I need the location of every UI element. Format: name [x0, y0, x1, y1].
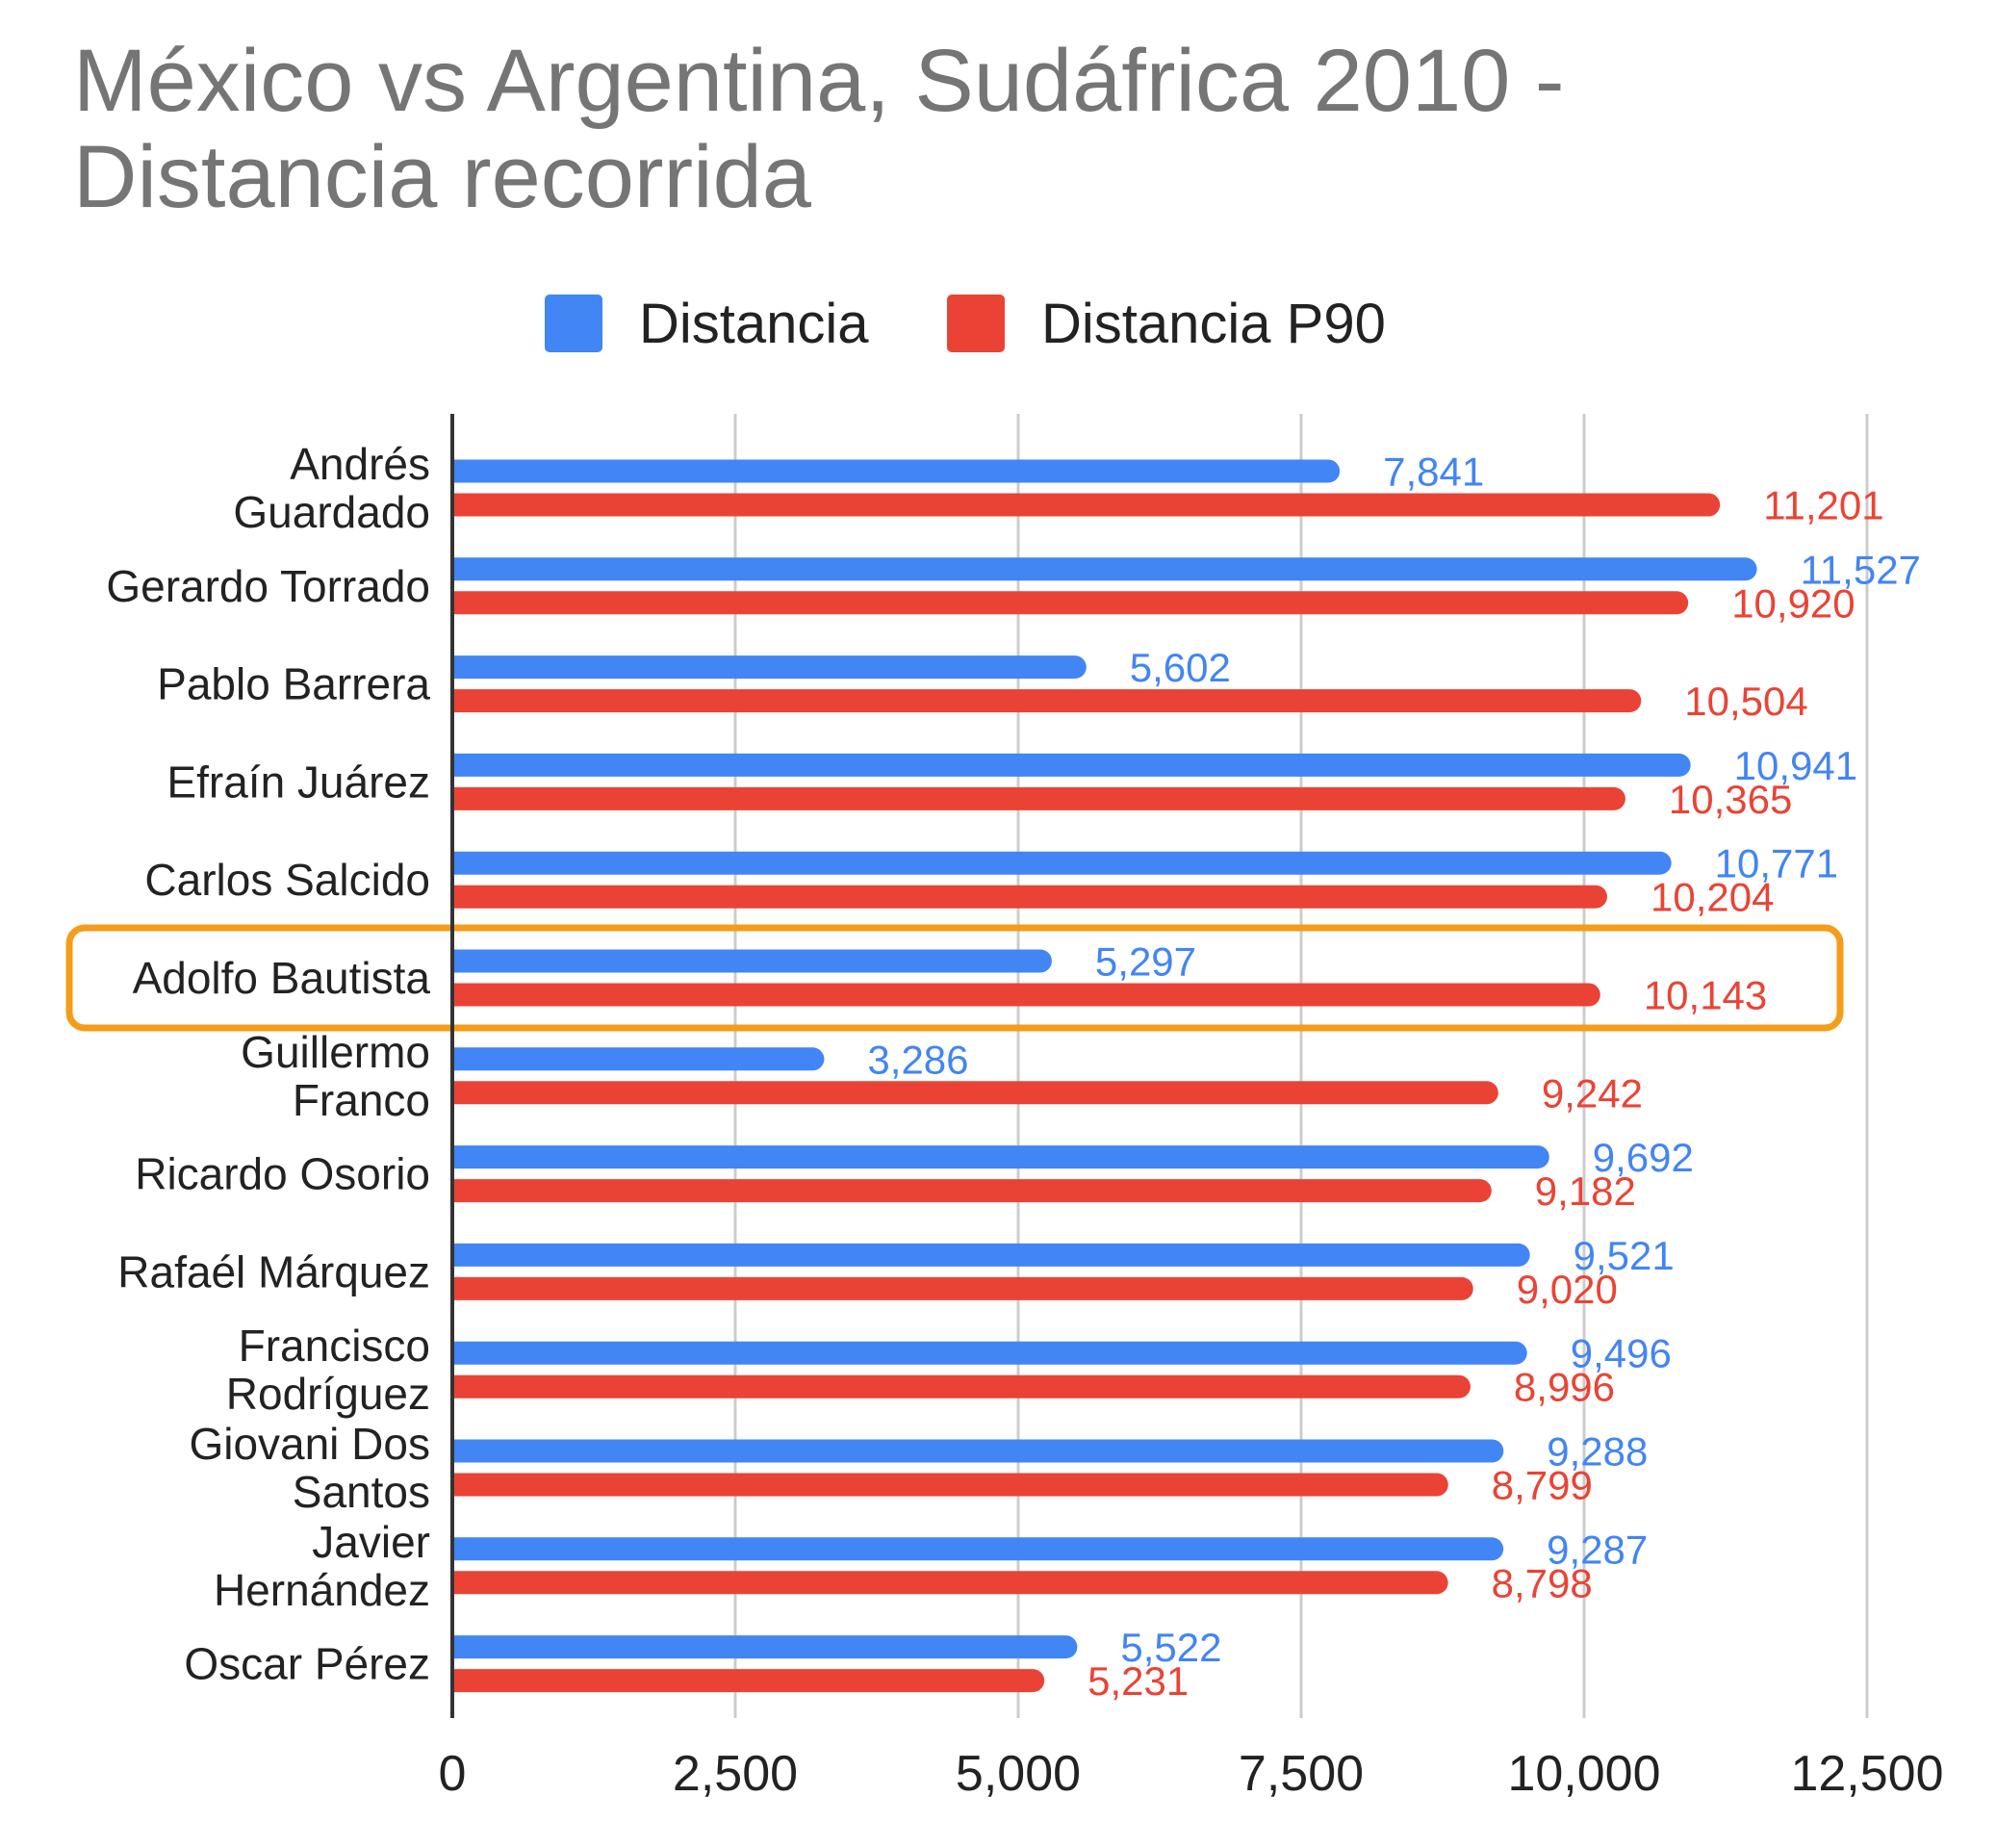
data-label-distancia-efrain-juarez: 10,941 — [1734, 743, 1857, 788]
bar-distancia-efrain-juarez — [452, 753, 1691, 777]
x-tick-label-0: 0 — [439, 1746, 467, 1802]
legend-label-distancia-p90: Distancia P90 — [1041, 292, 1386, 355]
data-label-distancia-p90-giovani-dos-santos: 8,799 — [1492, 1463, 1593, 1508]
x-tick-label-2: 5,000 — [956, 1746, 1081, 1802]
bar-distancia-ricardo-osorio — [452, 1145, 1549, 1169]
data-label-distancia-adolfo-bautista: 5,297 — [1095, 939, 1196, 985]
legend-swatch-distancia — [545, 295, 602, 352]
data-label-distancia-p90-andres-guardado: 11,201 — [1763, 483, 1883, 528]
category-label-pablo-barrera: Pablo Barrera — [157, 659, 430, 709]
data-label-distancia-pablo-barrera: 5,602 — [1130, 645, 1231, 690]
chart-title-line-2: Distancia recorrida — [73, 128, 811, 226]
category-label-guillermo-franco-line-2: Franco — [293, 1075, 430, 1125]
bar-distancia-francisco-rodriguez — [452, 1341, 1527, 1365]
data-label-distancia-p90-gerardo-torrado: 10,920 — [1731, 580, 1855, 626]
x-tick-label-5: 12,500 — [1790, 1746, 1943, 1802]
bar-distancia-p90-rafael-marquez — [452, 1276, 1473, 1300]
category-label-andres-guardado-line-1: Andrés — [290, 439, 430, 489]
bar-distancia-gerardo-torrado — [452, 557, 1757, 581]
bar-distancia-adolfo-bautista — [452, 949, 1052, 973]
category-label-francisco-rodriguez-line-1: Francisco — [239, 1321, 430, 1371]
bar-distancia-giovani-dos-santos — [452, 1439, 1504, 1463]
bar-distancia-javier-hernandez — [452, 1537, 1504, 1561]
x-tick-label-4: 10,000 — [1507, 1746, 1660, 1802]
bar-distancia-andres-guardado — [452, 459, 1341, 483]
data-label-distancia-oscar-perez: 5,522 — [1120, 1625, 1221, 1670]
bar-distancia-p90-efrain-juarez — [452, 786, 1625, 810]
category-label-javier-hernandez-line-1: Javier — [312, 1517, 430, 1567]
bar-distancia-p90-gerardo-torrado — [452, 591, 1689, 615]
category-label-carlos-salcido: Carlos Salcido — [144, 855, 430, 905]
bar-distancia-carlos-salcido — [452, 851, 1672, 875]
data-label-distancia-p90-ricardo-osorio: 9,182 — [1535, 1168, 1636, 1214]
data-label-distancia-gerardo-torrado: 11,527 — [1801, 547, 1921, 592]
bar-distancia-p90-pablo-barrera — [452, 689, 1642, 713]
data-label-distancia-p90-javier-hernandez: 8,798 — [1492, 1560, 1593, 1605]
bar-distancia-p90-adolfo-bautista — [452, 983, 1600, 1007]
bar-distancia-p90-guillermo-franco — [452, 1081, 1498, 1105]
category-label-adolfo-bautista: Adolfo Bautista — [133, 953, 431, 1003]
legend-swatch-distancia-p90 — [947, 295, 1005, 352]
data-label-distancia-carlos-salcido: 10,771 — [1715, 841, 1838, 886]
bar-distancia-oscar-perez — [452, 1635, 1078, 1659]
data-label-distancia-p90-francisco-rodriguez: 8,996 — [1514, 1365, 1615, 1410]
category-label-gerardo-torrado: Gerardo Torrado — [106, 561, 430, 611]
highlight-box-adolfo-bautista — [65, 924, 1844, 1032]
data-label-distancia-ricardo-osorio: 9,692 — [1593, 1135, 1694, 1180]
data-label-distancia-p90-carlos-salcido: 10,204 — [1651, 875, 1774, 920]
data-label-distancia-p90-rafael-marquez: 9,020 — [1517, 1267, 1618, 1312]
data-label-distancia-p90-pablo-barrera: 10,504 — [1684, 679, 1807, 724]
bar-distancia-guillermo-franco — [452, 1047, 825, 1071]
data-label-distancia-guillermo-franco: 3,286 — [867, 1037, 968, 1082]
category-label-andres-guardado-line-2: Guardado — [233, 487, 430, 537]
bar-distancia-p90-javier-hernandez — [452, 1571, 1448, 1595]
bar-distancia-p90-oscar-perez — [452, 1669, 1045, 1693]
bar-distancia-p90-francisco-rodriguez — [452, 1374, 1471, 1399]
data-label-distancia-p90-oscar-perez: 5,231 — [1088, 1658, 1189, 1704]
category-label-efrain-juarez: Efraín Juárez — [166, 757, 430, 807]
data-label-distancia-rafael-marquez: 9,521 — [1574, 1233, 1675, 1278]
category-label-javier-hernandez-line-2: Hernández — [214, 1565, 430, 1615]
bar-distancia-p90-ricardo-osorio — [452, 1179, 1492, 1203]
data-label-distancia-p90-efrain-juarez: 10,365 — [1669, 777, 1792, 822]
category-label-francisco-rodriguez-line-2: Rodríguez — [226, 1369, 430, 1419]
x-tick-label-1: 2,500 — [673, 1746, 798, 1802]
bar-distancia-p90-giovani-dos-santos — [452, 1473, 1448, 1497]
category-label-rafael-marquez: Rafaél Márquez — [117, 1246, 430, 1296]
data-label-distancia-p90-guillermo-franco: 9,242 — [1542, 1070, 1643, 1116]
category-label-ricardo-osorio: Ricardo Osorio — [135, 1149, 430, 1199]
category-label-guillermo-franco-line-1: Guillermo — [241, 1027, 430, 1077]
chart-legend: Distancia Distancia P90 — [0, 285, 1996, 362]
chart-title-line-1: México vs Argentina, Sudáfrica 2010 - — [73, 32, 1565, 130]
bar-distancia-rafael-marquez — [452, 1243, 1530, 1267]
legend-item-distancia-p90[interactable]: Distancia P90 — [947, 285, 1386, 362]
x-tick-label-3: 7,500 — [1239, 1746, 1364, 1802]
data-label-distancia-francisco-rodriguez: 9,496 — [1571, 1331, 1672, 1376]
bar-distancia-pablo-barrera — [452, 655, 1087, 680]
legend-item-distancia[interactable]: Distancia — [545, 285, 869, 362]
bar-distancia-p90-carlos-salcido — [452, 885, 1607, 909]
category-label-giovani-dos-santos-line-1: Giovani Dos — [189, 1419, 430, 1469]
data-label-distancia-p90-adolfo-bautista: 10,143 — [1644, 973, 1767, 1018]
chart-title: México vs Argentina, Sudáfrica 2010 - Di… — [73, 33, 1902, 225]
bar-distancia-p90-andres-guardado — [452, 493, 1721, 517]
category-label-giovani-dos-santos-line-2: Santos — [293, 1467, 430, 1517]
data-label-distancia-javier-hernandez: 9,287 — [1547, 1527, 1648, 1572]
data-label-distancia-andres-guardado: 7,841 — [1383, 449, 1484, 495]
data-label-distancia-giovani-dos-santos: 9,288 — [1547, 1429, 1648, 1475]
legend-label-distancia: Distancia — [639, 292, 869, 355]
category-label-oscar-perez: Oscar Pérez — [184, 1639, 430, 1689]
